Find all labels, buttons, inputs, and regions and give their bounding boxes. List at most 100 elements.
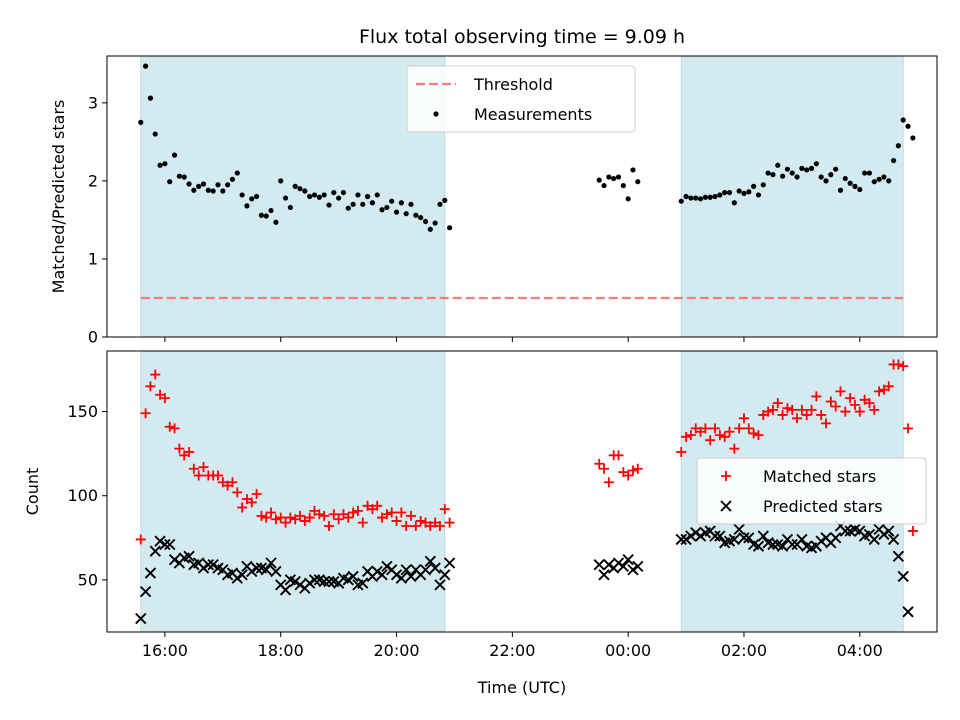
matched-star-marker — [883, 381, 894, 392]
measurement-point — [186, 181, 192, 187]
matched-star-marker — [864, 398, 875, 409]
predicted-star-marker — [429, 562, 441, 574]
predicted-star-marker — [154, 535, 166, 547]
predicted-star-marker — [183, 550, 195, 562]
matched-star-marker — [613, 450, 624, 461]
measurement-point — [808, 165, 815, 171]
matched-star-marker — [150, 369, 161, 380]
predicted-star-marker — [135, 612, 147, 625]
predicted-star-marker — [752, 540, 765, 552]
measurement-point — [799, 165, 805, 171]
observing-window — [140, 350, 446, 633]
measurement-point — [712, 193, 718, 200]
predicted-star-marker — [757, 530, 769, 542]
measurement-point — [278, 178, 284, 184]
matched-star-marker — [391, 515, 402, 526]
matched-star-marker — [212, 470, 223, 481]
measurement-point — [731, 200, 737, 206]
predicted-star-marker — [246, 565, 258, 578]
measurement-point — [268, 207, 274, 214]
matched-star-marker — [801, 409, 812, 420]
measurement-point — [862, 170, 868, 176]
measurement-point — [205, 187, 211, 193]
x-tick-label: 02:00 — [721, 641, 767, 660]
matched-star-marker — [796, 404, 807, 415]
measurement-point — [842, 175, 848, 182]
predicted-star-marker — [776, 540, 789, 552]
matched-star-marker — [685, 430, 696, 441]
predicted-star-marker — [265, 557, 277, 569]
measurement-point — [837, 187, 844, 193]
predicted-star-marker — [434, 579, 446, 591]
predicted-star-marker — [357, 577, 369, 589]
matched-star-marker — [410, 520, 421, 531]
matched-star-marker — [705, 435, 716, 446]
observing-window — [140, 55, 446, 338]
matched-star-marker — [772, 398, 783, 409]
matched-star-marker — [251, 489, 262, 500]
predicted-star-marker — [868, 533, 880, 546]
legend-matched-swatch — [721, 471, 731, 481]
predicted-star-marker — [738, 532, 750, 544]
measurement-point — [369, 200, 376, 206]
measurement-point — [784, 166, 791, 172]
measurement-point — [678, 198, 684, 204]
predicted-star-marker — [443, 557, 456, 569]
measurement-point — [794, 174, 800, 180]
matched-star-marker — [811, 391, 822, 402]
x-tick-label: 20:00 — [373, 641, 419, 660]
measurement-point — [389, 198, 395, 204]
predicted-star-marker — [168, 553, 181, 566]
measurement-point — [287, 204, 293, 211]
predicted-star-marker — [347, 570, 359, 583]
matched-star-marker — [821, 418, 832, 429]
predicted-star-marker — [883, 525, 895, 537]
legend-predicted-swatch — [720, 500, 732, 512]
matched-star-marker — [806, 404, 817, 415]
matched-star-marker — [275, 512, 286, 523]
predicted-star-marker — [381, 560, 393, 573]
measurement-point — [302, 188, 308, 194]
measurement-point — [596, 177, 602, 183]
matched-star-marker — [193, 470, 204, 481]
matched-star-marker — [304, 512, 315, 523]
measurement-point — [755, 192, 762, 198]
predicted-star-marker — [892, 550, 905, 562]
series-measurements — [138, 63, 916, 232]
measurement-point — [147, 95, 154, 101]
matched-star-marker — [627, 465, 638, 476]
predicted-star-marker — [598, 569, 610, 581]
predicted-star-marker — [680, 533, 692, 546]
matched-star-marker — [869, 404, 880, 415]
predicted-star-marker — [250, 562, 263, 574]
predicted-star-marker — [144, 567, 157, 579]
predicted-star-marker — [342, 574, 354, 586]
measurement-point — [818, 174, 824, 180]
matched-star-marker — [386, 507, 397, 518]
matched-star-marker — [681, 431, 692, 442]
measurement-point — [326, 202, 332, 208]
predicted-star-marker — [376, 569, 388, 581]
matched-star-marker — [145, 381, 156, 392]
predicted-star-marker — [622, 553, 634, 566]
matched-star-marker — [777, 409, 788, 420]
y-tick-label: 3 — [88, 93, 98, 112]
measurement-point — [890, 157, 897, 164]
matched-star-marker — [314, 509, 325, 520]
predicted-star-marker — [279, 584, 292, 596]
matched-star-marker — [415, 515, 426, 526]
measurement-point — [350, 201, 356, 207]
measurement-point — [336, 195, 342, 201]
matched-star-marker — [188, 463, 199, 474]
predicted-star-marker — [690, 527, 702, 539]
predicted-star-marker — [839, 525, 851, 537]
matched-star-marker — [710, 423, 721, 434]
legend-box — [406, 65, 636, 133]
measurement-point — [442, 197, 448, 204]
predicted-star-marker — [627, 564, 639, 576]
predicted-star-marker — [743, 532, 755, 544]
matched-star-marker — [782, 403, 793, 414]
matched-star-marker — [854, 406, 865, 417]
measurement-point — [191, 187, 197, 193]
